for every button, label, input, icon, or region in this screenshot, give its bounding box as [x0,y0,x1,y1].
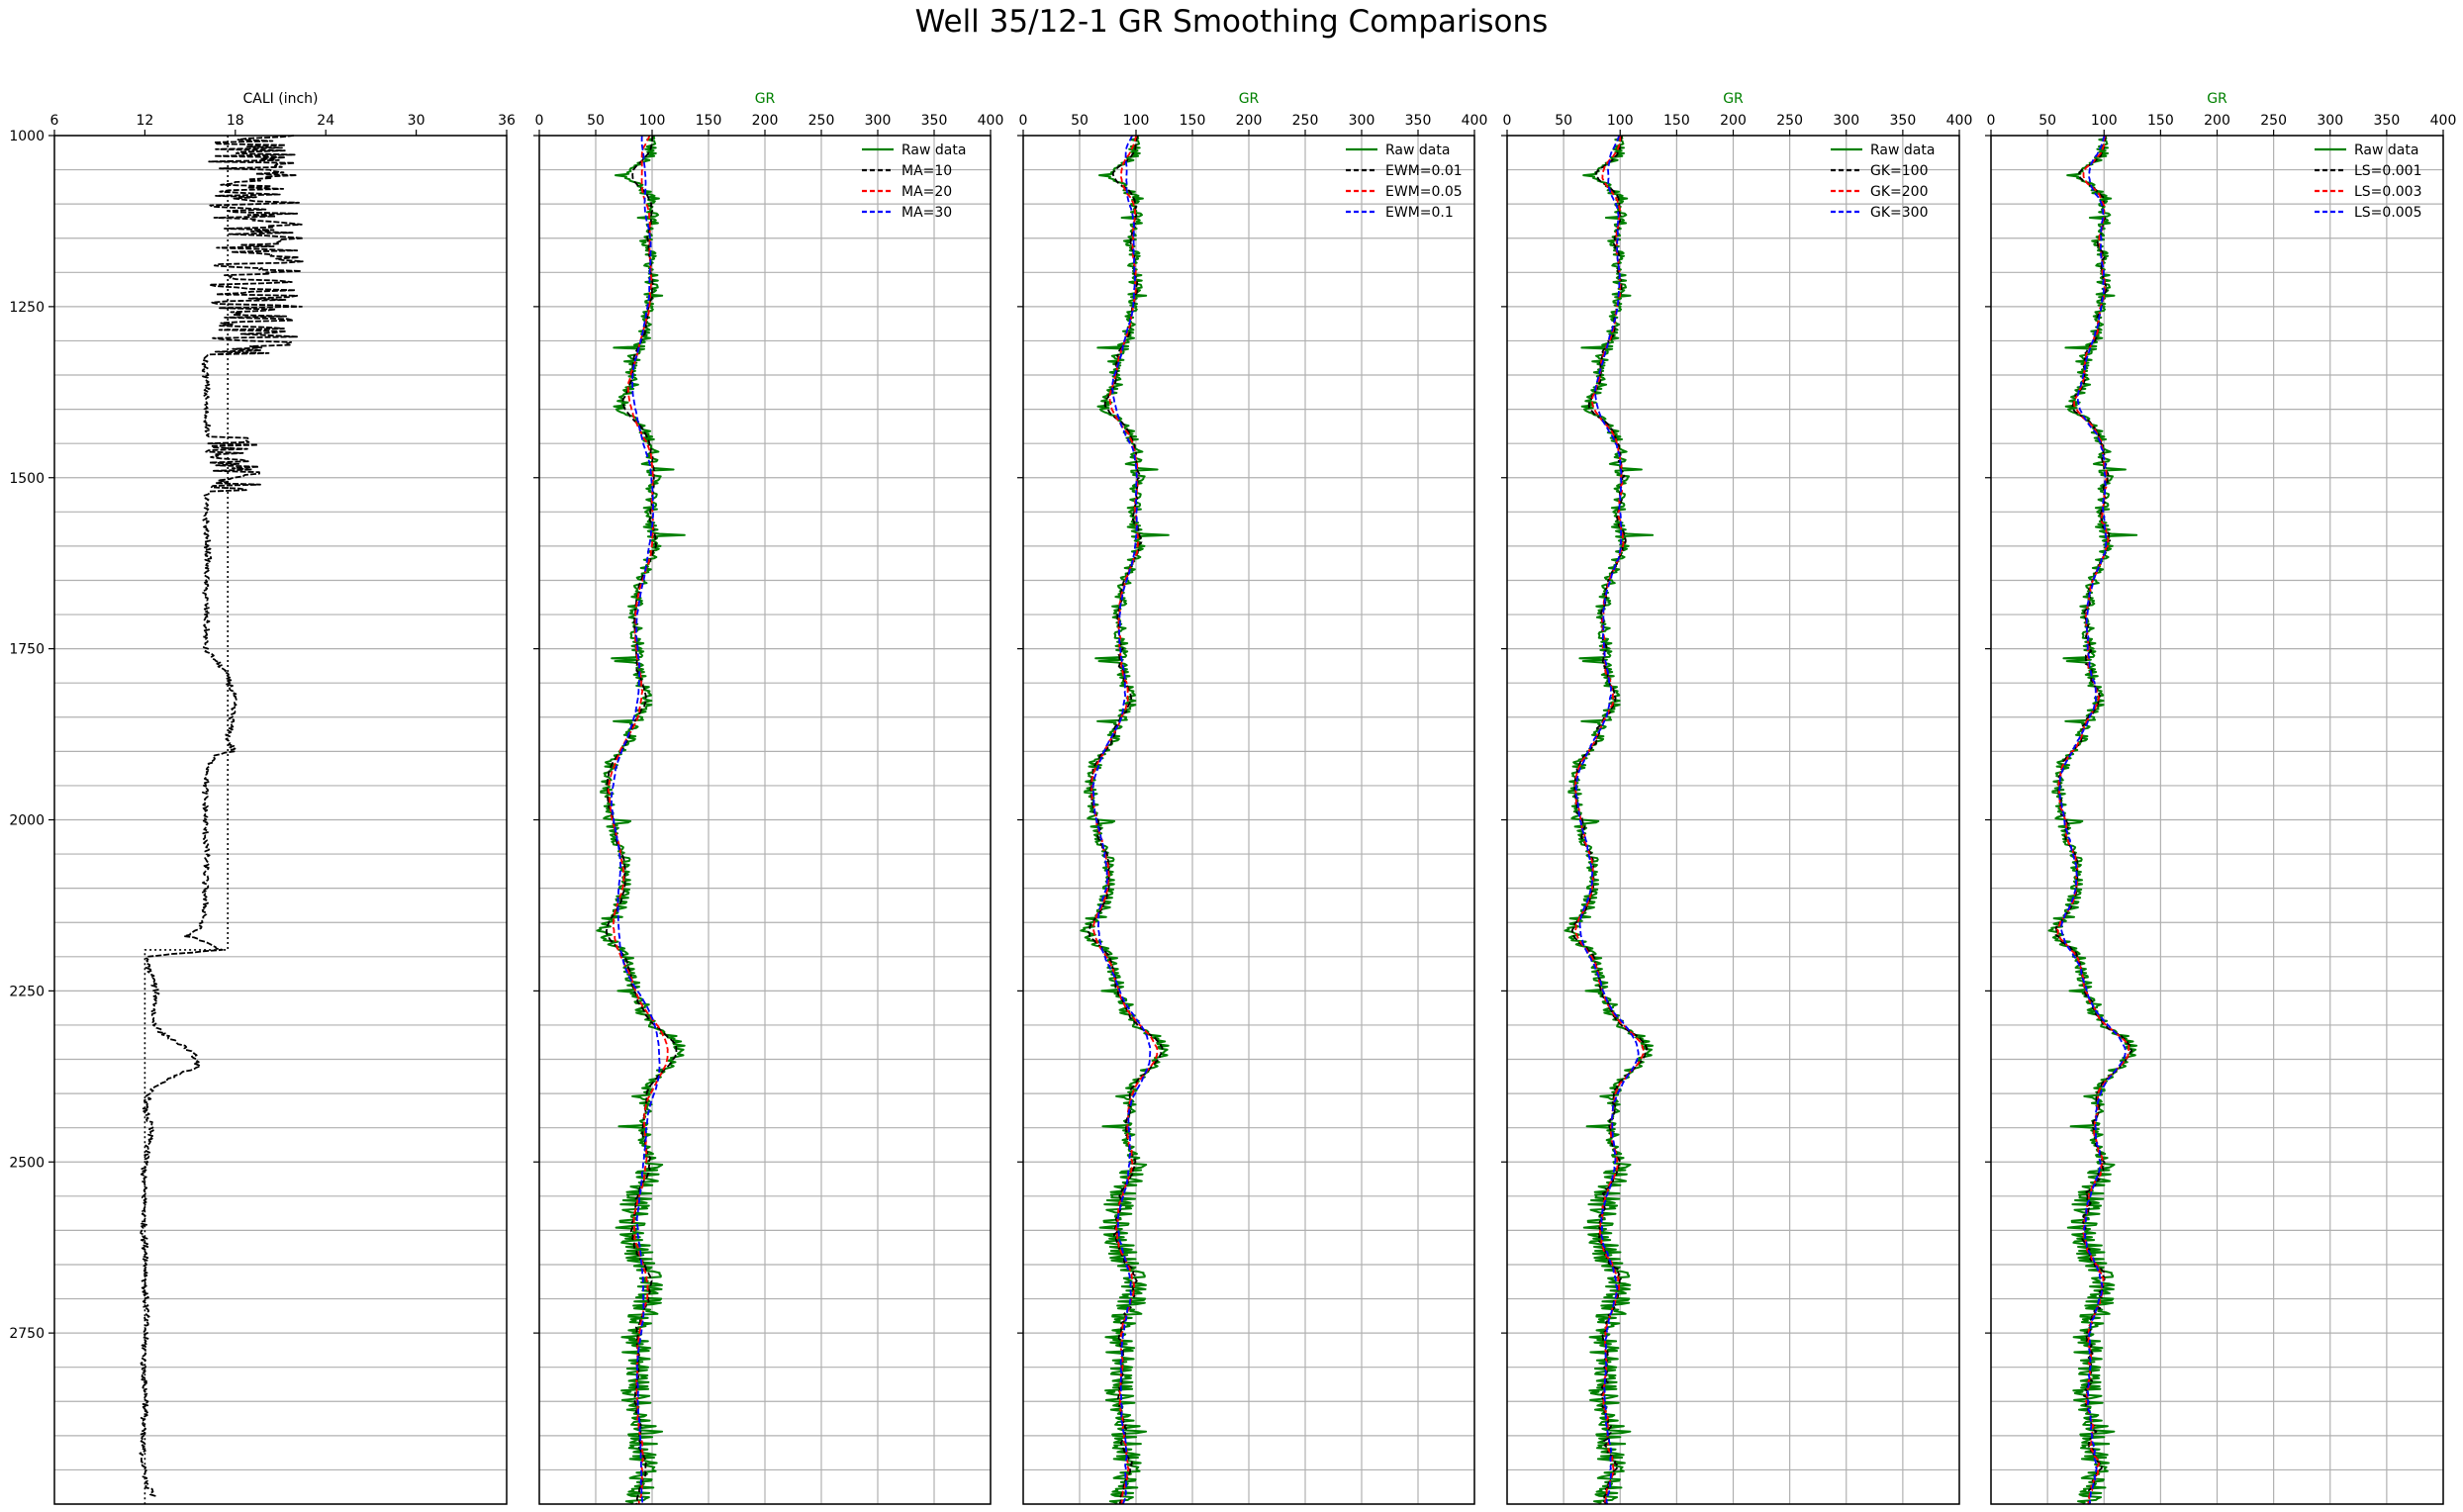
x-tick-label: 350 [921,113,948,129]
smoothed-curve-1 [605,135,678,1505]
x-tick-label: 0 [1987,113,1996,129]
caliper-curve [139,135,305,1498]
legend-label: MA=30 [901,205,952,221]
x-tick-label: 100 [2091,113,2118,129]
smoothed-curve-2 [2055,135,2131,1505]
track-frame [1506,135,1960,1505]
x-tick-label: 100 [1607,113,1634,129]
x-tick-label: 50 [1555,113,1572,129]
x-tick-label: 150 [2147,113,2174,129]
y-tick-label: 2000 [9,813,45,829]
smoothed-curve-3 [1574,135,1640,1505]
y-tick-label: 2500 [9,1155,45,1171]
x-tick-label: 6 [50,113,59,129]
x-tick-label: 150 [696,113,722,129]
x-tick-label: 0 [1019,113,1028,129]
x-tick-label: 300 [1833,113,1859,129]
x-tick-label: 200 [752,113,779,129]
x-axis-label: GR [1723,91,1744,107]
x-tick-label: 150 [1663,113,1690,129]
x-tick-label: 50 [1071,113,1089,129]
x-tick-label: 250 [808,113,835,129]
x-tick-label: 150 [1180,113,1206,129]
track-frame [1990,135,2444,1505]
y-tick-label: 1750 [9,642,45,658]
smoothed-curve-2 [607,135,669,1505]
x-tick-label: 200 [2204,113,2230,129]
smoothed-curve-3 [2058,135,2127,1505]
x-tick-label: 200 [1236,113,1263,129]
legend-label: LS=0.005 [2354,205,2422,221]
x-tick-label: 300 [2317,113,2343,129]
y-tick-label: 1250 [9,300,45,316]
figure-title: Well 35/12-1 GR Smoothing Comparisons [914,4,1549,40]
legend-label: EWM=0.1 [1385,205,1454,221]
legend-label: Raw data [1870,142,1935,158]
legend-label: Raw data [1385,142,1450,158]
x-tick-label: 250 [1776,113,1803,129]
track-moving-average: 0 50 100 150 200 250 300 350 400 GR Raw data MA=10 M… [533,91,1004,1505]
legend-label: GK=100 [1870,163,1928,179]
raw-data-curve [596,135,686,1505]
legend-label: Raw data [901,142,966,158]
smoothed-curve-3 [611,136,661,1505]
x-tick-label: 250 [1292,113,1319,129]
x-tick-label: 36 [498,113,516,129]
track-caliper: 6 12 18 24 30 36 CALI (inch) 1000 1250 1500 1750 20… [9,91,516,1505]
track-exponential-weighted: 0 50 100 150 200 250 300 350 400 GR Raw data EWM=0.… [1017,91,1488,1505]
x-tick-label: 0 [1503,113,1512,129]
legend-label: MA=10 [901,163,952,179]
x-tick-label: 30 [408,113,426,129]
legend-label: GK=300 [1870,205,1928,221]
x-tick-label: 300 [865,113,892,129]
legend-label: LS=0.003 [2354,184,2422,200]
x-tick-label: 300 [1349,113,1375,129]
x-tick-label: 0 [535,113,544,129]
bit-size-line [143,136,229,1504]
track-lowess: 0 50 100 150 200 250 300 350 400 GR Raw data LS=0.0… [1985,91,2457,1505]
track-frame [53,135,508,1505]
x-tick-label: 200 [1720,113,1747,129]
x-tick-label: 350 [1405,113,1432,129]
x-tick-label: 350 [1890,113,1917,129]
legend-label: Raw data [2354,142,2418,158]
x-tick-label: 400 [1946,113,1973,129]
y-tick-label: 1000 [9,129,45,144]
x-tick-label: 400 [2430,113,2457,129]
x-tick-label: 12 [136,113,153,129]
x-tick-label: 350 [2374,113,2401,129]
x-axis-label: CALI (inch) [243,91,319,107]
y-tick-label: 2750 [9,1326,45,1342]
x-tick-label: 400 [1462,113,1488,129]
x-tick-label: 18 [227,113,244,129]
x-axis-label: GR [2207,91,2227,107]
x-tick-label: 50 [587,113,605,129]
legend-label: GK=200 [1870,184,1928,200]
x-tick-label: 250 [2260,113,2287,129]
legend-label: EWM=0.05 [1385,184,1463,200]
track-frame [538,135,992,1505]
x-tick-label: 400 [978,113,1004,129]
smoothed-curve-1 [1087,135,1164,1505]
y-tick-label: 1500 [9,471,45,487]
y-tick-label: 2250 [9,984,45,999]
track-gaussian-kernel: 0 50 100 150 200 250 300 350 400 GR Raw data GK=100… [1501,91,1973,1505]
legend-label: MA=20 [901,184,952,200]
legend-label: EWM=0.01 [1385,163,1463,179]
x-axis-label: GR [1239,91,1260,107]
x-tick-label: 100 [1123,113,1150,129]
x-tick-label: 100 [639,113,666,129]
track-frame [1022,135,1475,1505]
x-axis-label: GR [755,91,776,107]
x-tick-label: 24 [317,113,334,129]
x-tick-label: 50 [2038,113,2056,129]
legend-label: LS=0.001 [2354,163,2422,179]
smoothed-curve-3 [1091,135,1152,1505]
